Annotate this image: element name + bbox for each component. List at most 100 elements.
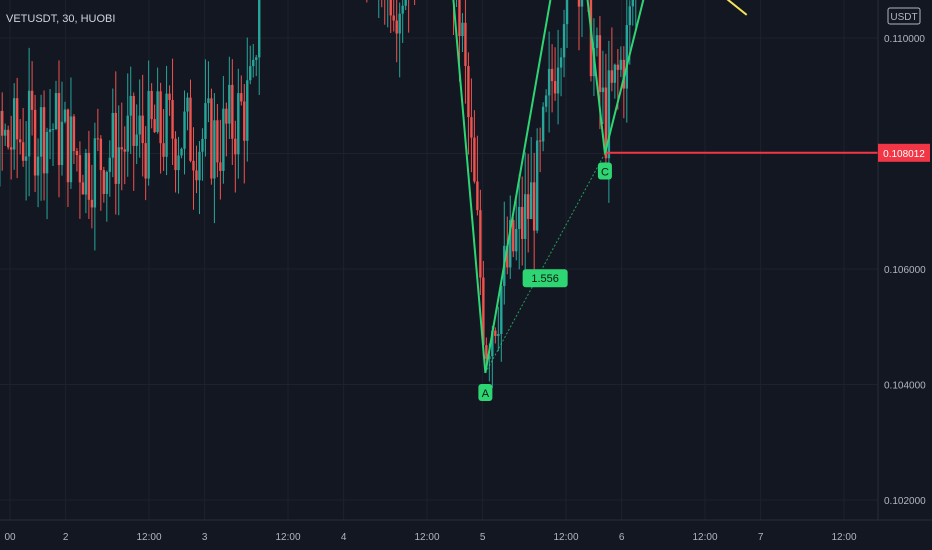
candle-body bbox=[249, 66, 252, 81]
candle-body bbox=[464, 22, 467, 66]
x-tick-label: 12:00 bbox=[414, 532, 439, 543]
x-tick-label: 3 bbox=[202, 532, 208, 543]
candle-body bbox=[219, 162, 222, 171]
candle-body bbox=[258, 0, 261, 58]
candle-body bbox=[159, 91, 162, 144]
candle-body bbox=[78, 155, 82, 183]
candle-body bbox=[60, 121, 64, 166]
candle-body bbox=[616, 64, 620, 70]
ratio-label: 1.556 bbox=[531, 273, 559, 285]
x-tick-label: 12:00 bbox=[553, 532, 578, 543]
pattern-leg-CD[interactable] bbox=[603, 0, 791, 154]
candle-body bbox=[90, 199, 94, 208]
candle-body bbox=[458, 0, 461, 37]
candle-body bbox=[9, 147, 13, 150]
candle-body bbox=[126, 115, 129, 152]
candle-body bbox=[21, 142, 25, 161]
candle-body bbox=[201, 138, 204, 152]
candle-body bbox=[195, 170, 198, 181]
candle-body bbox=[30, 90, 34, 110]
candle-body bbox=[192, 160, 195, 171]
candle-body bbox=[87, 152, 91, 200]
candle-body bbox=[488, 356, 491, 359]
candle-body bbox=[580, 0, 584, 7]
candle-body bbox=[75, 151, 79, 156]
candle-body bbox=[243, 101, 246, 141]
candle-body bbox=[595, 35, 599, 48]
candle-body bbox=[524, 194, 527, 239]
candle-body bbox=[494, 330, 497, 337]
candle-body bbox=[162, 143, 165, 157]
candle-body bbox=[207, 98, 210, 104]
x-tick-label: 7 bbox=[758, 532, 764, 543]
pattern-leg-BC[interactable] bbox=[573, 0, 606, 154]
pattern-leg-AB[interactable] bbox=[484, 0, 573, 374]
candle-body bbox=[404, 0, 407, 6]
candle-body bbox=[141, 115, 144, 144]
candle-body bbox=[234, 138, 237, 155]
candle-body bbox=[111, 112, 114, 158]
candle-body bbox=[562, 24, 566, 58]
candle-body bbox=[553, 81, 557, 94]
candle-body bbox=[54, 93, 58, 130]
candle-body bbox=[4, 129, 7, 136]
candle-body bbox=[625, 25, 629, 89]
pattern-leg-XA[interactable] bbox=[434, 0, 487, 374]
candle-body bbox=[123, 149, 126, 152]
candle-body bbox=[532, 182, 536, 231]
candle-body bbox=[120, 147, 123, 150]
candle-body bbox=[225, 108, 228, 124]
point-label-C: C bbox=[601, 167, 609, 179]
candle-body bbox=[216, 120, 219, 163]
candle-body bbox=[544, 95, 548, 107]
point-label-box-A bbox=[478, 383, 493, 401]
candle-body bbox=[479, 210, 482, 278]
candle-body bbox=[512, 220, 515, 252]
candle-body bbox=[189, 97, 192, 161]
candle-body bbox=[117, 147, 120, 184]
candle-body bbox=[541, 106, 545, 142]
candle-body bbox=[601, 87, 605, 93]
candle-body bbox=[631, 0, 634, 7]
candle-body bbox=[559, 57, 563, 68]
chart-title: VETUSDT, 30, HUOBI bbox=[6, 13, 115, 25]
candle-body bbox=[210, 98, 213, 179]
candle-body bbox=[577, 0, 581, 7]
price-label-box-level-c bbox=[878, 143, 930, 162]
candle-body bbox=[27, 90, 31, 157]
candle-body bbox=[228, 84, 231, 124]
candle-body bbox=[470, 117, 473, 138]
candle-body bbox=[84, 152, 88, 195]
candle-body bbox=[174, 138, 177, 171]
currency-badge[interactable] bbox=[887, 7, 921, 25]
candle-body bbox=[610, 70, 614, 83]
price-label-level-c: 0.108012 bbox=[883, 149, 925, 160]
point-label-box-C bbox=[597, 162, 612, 180]
candle-body bbox=[467, 65, 470, 118]
x-tick-label: 6 bbox=[619, 532, 625, 543]
candle-body bbox=[389, 0, 392, 16]
x-tick-label: 12:00 bbox=[692, 532, 717, 543]
candle-body bbox=[39, 107, 43, 157]
candle-body bbox=[165, 93, 168, 157]
x-tick-label: 5 bbox=[480, 532, 486, 543]
candle-body bbox=[252, 59, 255, 67]
candle-body bbox=[491, 330, 494, 357]
candle-body bbox=[628, 6, 632, 26]
candle-body bbox=[204, 103, 207, 139]
candle-body bbox=[105, 171, 109, 194]
ratio-box bbox=[522, 269, 568, 288]
time-axis-bg bbox=[0, 520, 932, 550]
candle-body bbox=[186, 97, 189, 112]
candle-body bbox=[69, 116, 73, 183]
x-tick-label: 12:00 bbox=[275, 532, 300, 543]
point-label-A: A bbox=[482, 388, 490, 400]
candle-body bbox=[497, 333, 500, 337]
candle-body bbox=[619, 59, 623, 70]
candle-body bbox=[526, 194, 530, 219]
candle-body bbox=[556, 67, 560, 94]
candle-body bbox=[42, 107, 46, 174]
trendline[interactable] bbox=[309, 0, 748, 16]
